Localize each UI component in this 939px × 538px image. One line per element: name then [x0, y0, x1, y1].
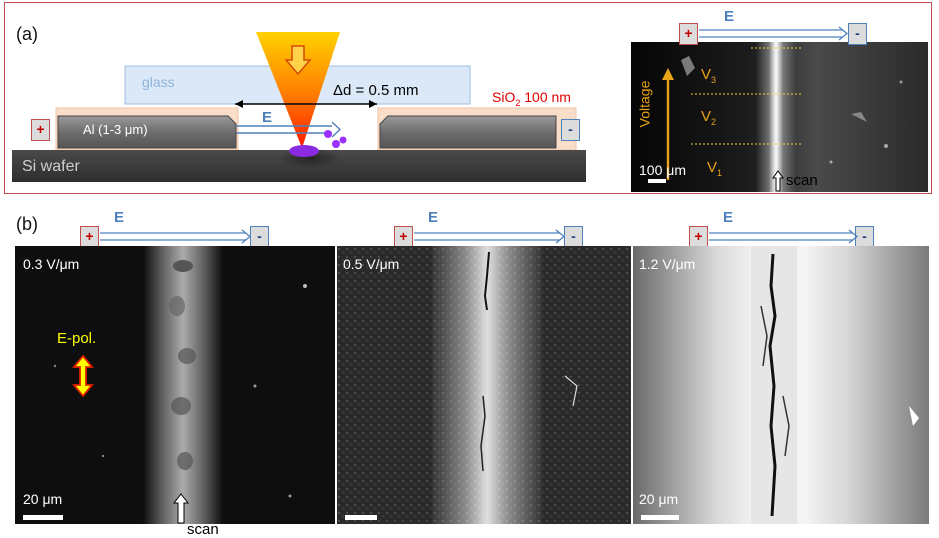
scan-arrow-b-icon	[172, 493, 190, 524]
plus-terminal: +	[31, 119, 50, 141]
field-label: E	[262, 109, 273, 126]
sem-image-1.2: 1.2 V/μm 20 μm	[633, 246, 929, 524]
sem-image-0.3: 0.3 V/μm 20 μm E-pol.	[15, 246, 335, 524]
laser-beam	[256, 32, 340, 148]
b2-field-label: E	[428, 209, 439, 226]
sem-field-arrow	[699, 26, 849, 41]
particle	[339, 136, 347, 144]
panel-a-label: (a)	[16, 24, 38, 44]
sem-plus-terminal: +	[679, 23, 698, 45]
al-electrode-right	[379, 115, 557, 149]
panel-b-label: (b)	[16, 214, 38, 234]
field-strength-label: 0.3 V/μm	[23, 256, 80, 272]
v3-label: V3	[701, 66, 717, 85]
sem-overview-scale: 100 μm	[639, 162, 686, 178]
sem-minus-terminal: -	[848, 23, 867, 45]
b3-plus-terminal: +	[689, 226, 708, 248]
sem-image-0.5: 0.5 V/μm	[337, 246, 631, 524]
particle	[332, 140, 340, 148]
device-schematic	[12, 32, 586, 182]
sem-field-label: E	[724, 8, 735, 25]
v1-label: V1	[707, 159, 723, 178]
scale-label: 20 μm	[639, 491, 679, 507]
polarization-label: E-pol.	[57, 330, 97, 347]
b1-field-label: E	[114, 209, 125, 226]
b2-field-arrow	[414, 229, 566, 244]
b1-field-arrow	[100, 229, 252, 244]
scan-label: scan	[786, 172, 818, 189]
scan-arrow-icon	[772, 170, 784, 192]
b3-field-label: E	[723, 209, 734, 226]
particle	[324, 130, 332, 138]
field-strength-label: 0.5 V/μm	[343, 256, 400, 272]
electrode-label: Al (1-3 μm)	[83, 122, 148, 137]
b1-plus-terminal: +	[80, 226, 99, 248]
beam-direction-icon	[284, 45, 312, 76]
voltage-label: Voltage	[636, 80, 653, 128]
minus-terminal: -	[561, 119, 580, 141]
ablation-spot	[289, 145, 319, 157]
polarization-arrow-icon	[72, 354, 94, 398]
distance-label: Δd = 0.5 mm	[333, 82, 419, 99]
field-strength-label: 1.2 V/μm	[639, 256, 696, 272]
al-electrode-left	[57, 115, 237, 149]
b2-minus-terminal: -	[564, 226, 583, 248]
b2-plus-terminal: +	[394, 226, 413, 248]
si-wafer-label: Si wafer	[22, 158, 80, 175]
sio2-label: SiO2 100 nm	[492, 89, 571, 108]
b1-minus-terminal: -	[250, 226, 269, 248]
sem-overview-image: 100 μm Voltage V3 V2 V1	[631, 42, 928, 192]
scan-label-b: scan	[187, 521, 219, 538]
b3-field-arrow	[709, 229, 859, 244]
scale-label: 20 μm	[23, 491, 63, 507]
v2-label: V2	[701, 108, 717, 127]
glass-label: glass	[142, 74, 175, 90]
